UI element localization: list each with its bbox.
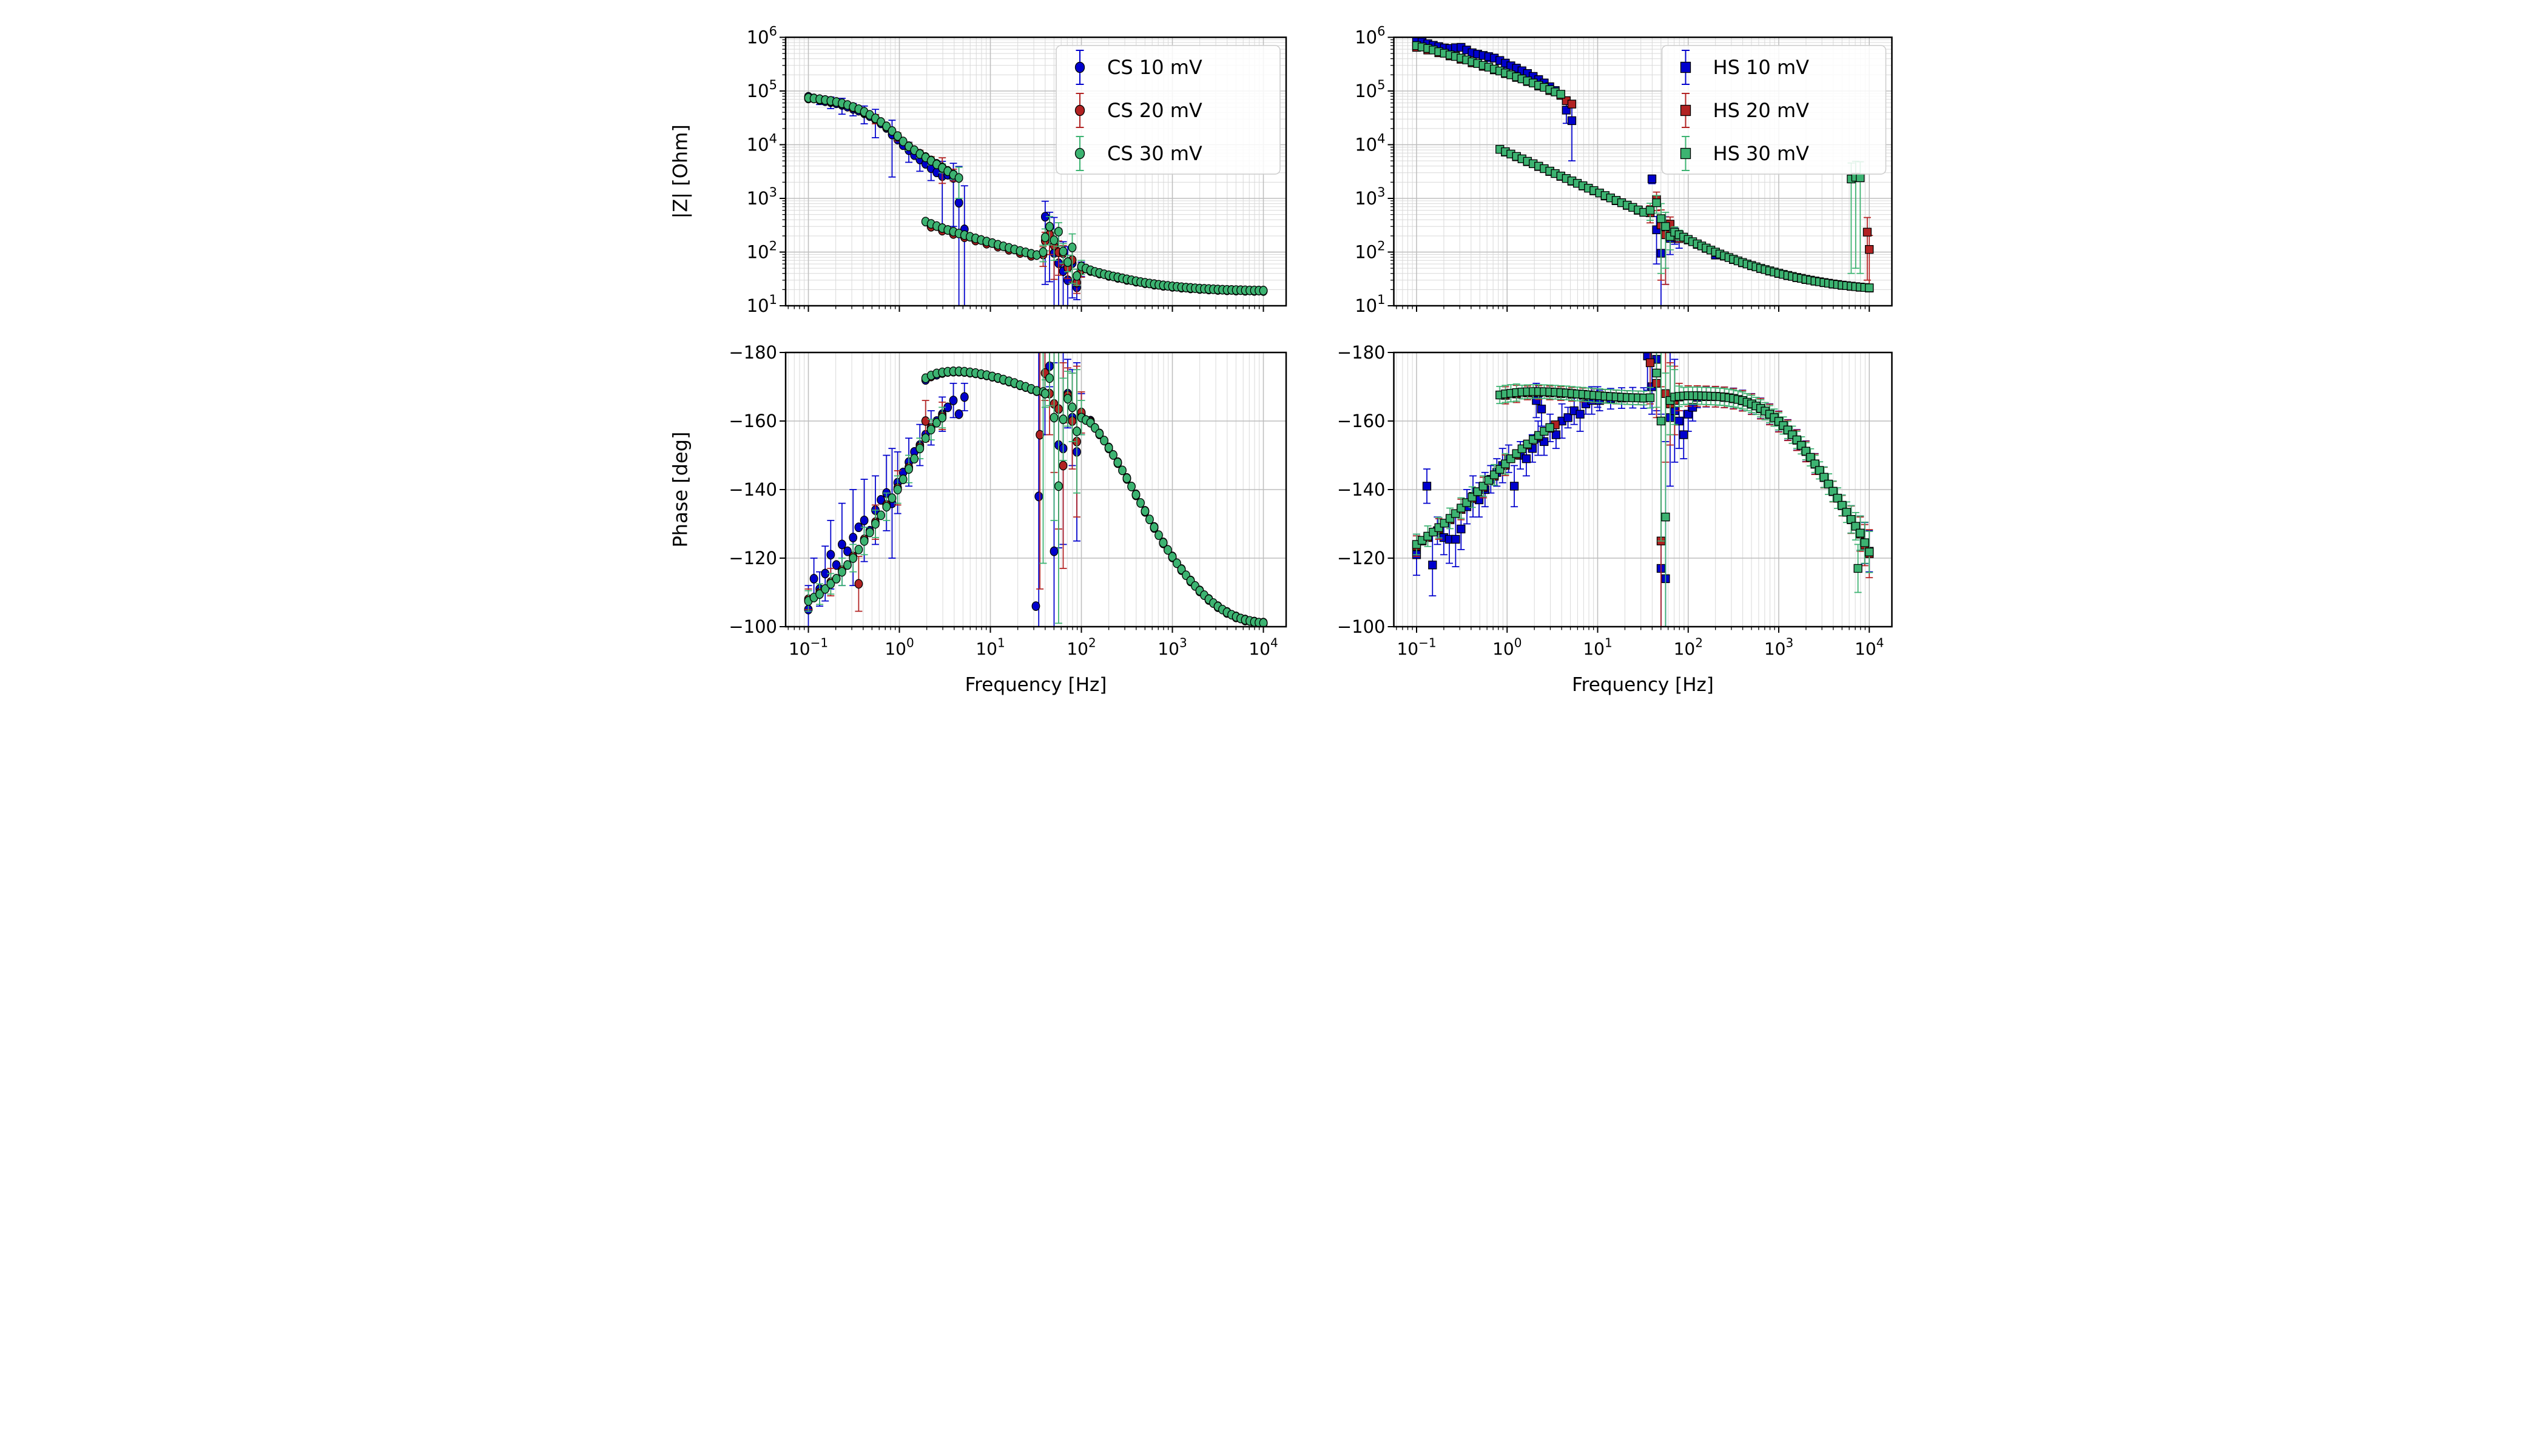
series-hs-30-mv bbox=[1412, 352, 1874, 627]
ticks-hs-phase bbox=[1387, 352, 1870, 633]
x-axis-label: Frequency [Hz] bbox=[965, 674, 1107, 696]
bode-plot-figure: 106 105 104 103 102 101 CS 10 mV CS 20 mV CS 30 … bbox=[637, 0, 1911, 728]
legend-label: HS 20 mV bbox=[1713, 99, 1810, 122]
legend-label: CS 10 mV bbox=[1107, 56, 1202, 79]
subplot-cs-phase: −180 −160 −140 −120 −100 10−1 100 101 102 103 104 F… bbox=[729, 342, 1287, 696]
xtick-label: 103 bbox=[1764, 635, 1793, 659]
legend-hs-magnitude: HS 10 mV HS 20 mV HS 30 mV bbox=[1661, 45, 1887, 175]
xtick-label: 10−1 bbox=[789, 635, 828, 659]
data-cs-magnitude bbox=[804, 92, 1268, 306]
ytick-label: −120 bbox=[1337, 548, 1386, 568]
legend-label: HS 10 mV bbox=[1713, 56, 1810, 79]
xtick-label: 100 bbox=[885, 635, 914, 659]
ytick-label: −160 bbox=[729, 411, 777, 431]
data-hs-magnitude bbox=[1412, 37, 1874, 306]
xtick-label: 10−1 bbox=[1397, 635, 1436, 659]
ytick-label: −140 bbox=[1337, 479, 1386, 500]
ytick-label: 102 bbox=[1355, 238, 1385, 262]
ticks-hs-magnitude bbox=[1387, 36, 1870, 312]
ytick-label: −140 bbox=[729, 479, 777, 500]
figure-container: 106 105 104 103 102 101 CS 10 mV CS 20 mV CS 30 … bbox=[637, 0, 1911, 728]
xtick-label: 104 bbox=[1855, 635, 1884, 659]
y-axis-label-phase: Phase [deg] bbox=[669, 432, 692, 548]
ytick-label: −100 bbox=[729, 616, 777, 637]
ytick-label: −180 bbox=[1337, 342, 1386, 363]
xtick-label: 101 bbox=[1583, 635, 1612, 659]
xtick-label: 100 bbox=[1492, 635, 1522, 659]
legend-label: HS 30 mV bbox=[1713, 142, 1810, 165]
grid-hs-phase bbox=[1394, 352, 1892, 627]
subplot-hs-phase: −180 −160 −140 −120 −100 10−1 100 101 102 103 104 F… bbox=[1337, 342, 1893, 696]
ytick-label: −180 bbox=[729, 342, 777, 363]
xtick-label: 101 bbox=[976, 635, 1005, 659]
ytick-label: 103 bbox=[1355, 185, 1385, 209]
ticks-cs-magnitude bbox=[780, 36, 1264, 312]
ytick-label: −120 bbox=[729, 548, 777, 568]
subplot-hs-magnitude: 106 105 104 103 102 101 HS 10 mV HS 20 mV HS 30 … bbox=[1355, 24, 1893, 316]
ytick-label: 101 bbox=[1355, 292, 1385, 316]
legend-cs-magnitude: CS 10 mV CS 20 mV CS 30 mV bbox=[1056, 45, 1281, 175]
xtick-label: 103 bbox=[1158, 635, 1187, 659]
ytick-label: 102 bbox=[747, 238, 777, 262]
ytick-label: 101 bbox=[747, 292, 777, 316]
subplot-cs-magnitude: 106 105 104 103 102 101 CS 10 mV CS 20 mV CS 30 … bbox=[747, 24, 1287, 316]
ytick-label: −160 bbox=[1337, 411, 1386, 431]
ytick-label: 105 bbox=[1355, 78, 1385, 101]
legend-label: CS 30 mV bbox=[1107, 142, 1202, 165]
legend-label: CS 20 mV bbox=[1107, 99, 1202, 122]
ytick-label: 106 bbox=[1355, 24, 1385, 47]
data-hs-phase bbox=[1412, 352, 1874, 627]
ytick-label: 105 bbox=[747, 78, 777, 101]
y-axis-label-magnitude: |Z| [Ohm] bbox=[669, 124, 692, 218]
ytick-label: −100 bbox=[1337, 616, 1386, 637]
xtick-label: 104 bbox=[1249, 635, 1278, 659]
ticks-cs-phase bbox=[780, 352, 1264, 633]
ytick-label: 103 bbox=[747, 185, 777, 209]
series-cs-30-mv bbox=[804, 93, 1268, 295]
data-cs-phase bbox=[804, 352, 1268, 627]
series-hs-30-mv bbox=[1412, 41, 1874, 292]
x-axis-label: Frequency [Hz] bbox=[1572, 674, 1714, 696]
ytick-label: 104 bbox=[747, 131, 777, 155]
xtick-label: 102 bbox=[1674, 635, 1703, 659]
ytick-label: 104 bbox=[1355, 131, 1385, 155]
xtick-label: 102 bbox=[1067, 635, 1096, 659]
ytick-label: 106 bbox=[747, 24, 777, 47]
series-cs-30-mv bbox=[804, 352, 1268, 627]
